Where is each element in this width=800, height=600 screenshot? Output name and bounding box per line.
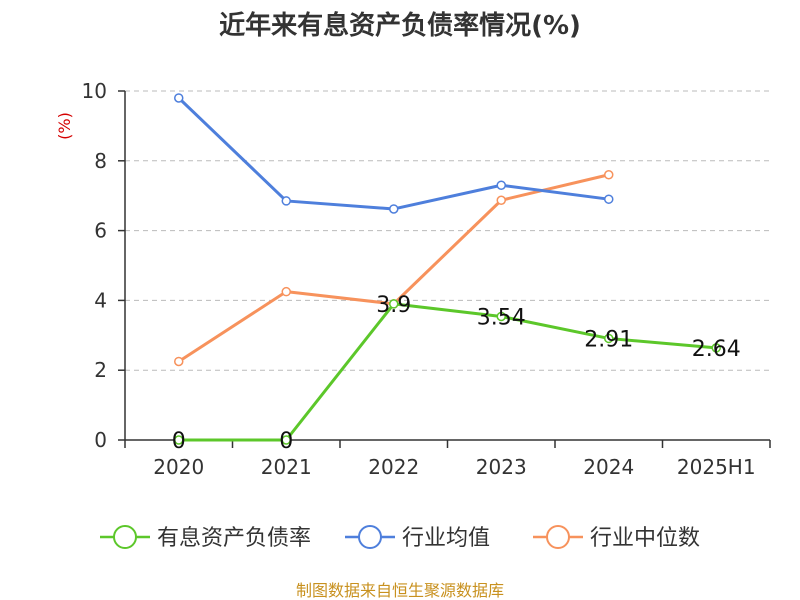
legend-swatch-marker-1 [358,525,382,549]
series-1-point-2023[interactable] [496,180,506,190]
data-label-2025H1: 2.64 [692,337,741,362]
series-2-point-2021[interactable] [281,286,291,297]
series-line-2 [177,173,610,363]
series-0-point-2024[interactable] [604,333,614,344]
series-line-1 [177,96,609,211]
y-tick-label-0: 0 [94,428,107,452]
x-tick-label-2020: 2020 [153,455,204,479]
series-0-point-2023[interactable] [496,311,506,322]
data-label-2022: 3.9 [376,293,411,318]
data-label-2021: 0 [279,429,293,454]
y-tick-label-10: 10 [82,79,107,103]
series-0-point-2020[interactable] [174,435,184,445]
legend[interactable]: 有息资产负债率 行业均值 行业中位数 [100,525,700,551]
series-2-point-2024[interactable] [604,170,614,180]
chart-title: 近年来有息资产负债率情况(%) [219,10,581,41]
series-group [174,93,721,445]
legend-label-1: 行业均值 [402,526,490,551]
x-tick-label-2021: 2021 [261,455,312,479]
y-tick-label-6: 6 [94,219,107,243]
series-1-point-2022[interactable] [389,204,399,214]
series-0-point-2021[interactable] [281,435,291,445]
legend-item-0[interactable]: 有息资产负债率 [100,525,311,551]
axes: 0 2 4 6 8 10 2020 2021 2022 2023 2024 2025H1 [82,79,771,479]
grid-lines [125,90,770,371]
y-tick-label-4: 4 [94,288,107,312]
series-1-point-2020[interactable] [174,93,184,103]
data-label-2024: 2.91 [584,327,633,352]
series-0-point-2025H1[interactable] [711,343,721,353]
data-label-2020: 0 [172,429,186,454]
series-2-point-2020[interactable] [174,356,184,367]
x-tick-label-2024: 2024 [583,455,634,479]
data-labels: 0 0 3.9 3.54 2.91 2.64 [172,293,741,454]
legend-item-1[interactable]: 行业均值 [345,525,490,551]
legend-swatch-marker-0 [113,525,137,549]
legend-label-0: 有息资产负债率 [157,526,311,551]
x-tick-label-2022: 2022 [368,455,419,479]
series-1-point-2024[interactable] [604,194,614,204]
data-source-note: 制图数据来自恒生聚源数据库 [296,581,504,600]
series-line-0 [178,302,717,442]
series-1-point-2021[interactable] [281,196,291,206]
x-tick-label-2023: 2023 [476,455,527,479]
y-tick-label-2: 2 [94,358,107,382]
legend-label-2: 行业中位数 [590,526,700,551]
y-axis-unit: (%) [55,112,74,140]
y-tick-label-8: 8 [94,149,107,173]
legend-swatch-marker-2 [546,525,570,549]
series-2-point-2023[interactable] [496,195,506,205]
x-tick-label-2025H1: 2025H1 [677,455,756,479]
series-0-point-2022[interactable] [389,299,399,309]
legend-item-2[interactable]: 行业中位数 [533,525,700,551]
data-label-2023: 3.54 [477,305,526,330]
